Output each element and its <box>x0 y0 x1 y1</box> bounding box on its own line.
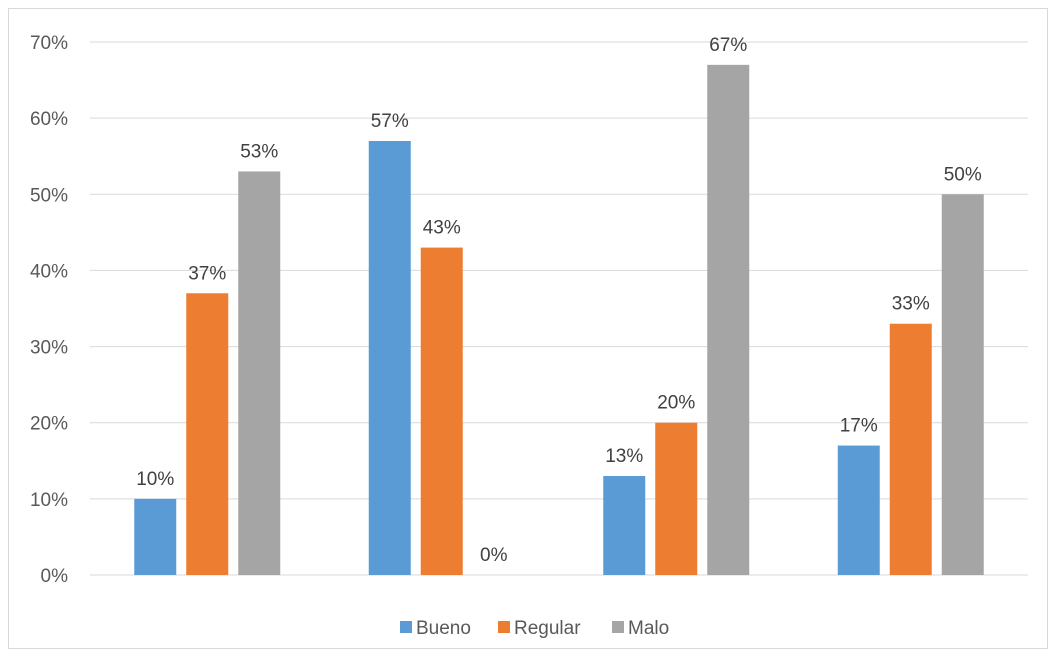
bar-bueno-1 <box>134 498 177 575</box>
y-tick-label: 70% <box>30 33 68 54</box>
bar-regular-1 <box>186 293 229 575</box>
bar-malo-3 <box>707 64 750 575</box>
data-label-regular-3: 20% <box>657 393 695 414</box>
data-label-malo-2: 0% <box>480 545 508 566</box>
legend-label-regular: Regular <box>514 618 581 639</box>
data-label-regular-1: 37% <box>188 263 226 284</box>
legend-swatch-regular <box>498 621 510 633</box>
gridlines <box>90 41 1028 576</box>
data-label-malo-3: 67% <box>709 35 747 56</box>
y-axis-tick-labels: 0% 10% 20% 30% 40% 50% 60% 70% <box>30 33 68 587</box>
y-tick-label: 60% <box>30 109 68 130</box>
y-tick-label: 0% <box>41 566 69 587</box>
y-tick-label: 20% <box>30 414 68 435</box>
legend-label-bueno: Bueno <box>416 618 471 639</box>
bar-bueno-3 <box>603 476 646 575</box>
data-label-regular-2: 43% <box>423 218 461 239</box>
data-label-bueno-4: 17% <box>840 416 878 437</box>
data-label-bueno-3: 13% <box>605 446 643 467</box>
bar-regular-3 <box>655 422 698 575</box>
y-tick-label: 40% <box>30 261 68 282</box>
data-label-malo-1: 53% <box>240 141 278 162</box>
legend: Bueno Regular Malo <box>400 618 669 639</box>
y-tick-label: 50% <box>30 185 68 206</box>
bar-malo-4 <box>941 194 984 576</box>
data-label-malo-4: 50% <box>944 164 982 185</box>
legend-swatch-malo <box>612 621 624 633</box>
bar-regular-2 <box>420 247 463 576</box>
legend-swatch-bueno <box>400 621 412 633</box>
bar-regular-4 <box>889 323 932 575</box>
y-tick-label: 30% <box>30 338 68 359</box>
legend-label-malo: Malo <box>628 618 669 639</box>
bar-malo-1 <box>238 171 281 575</box>
data-label-regular-4: 33% <box>892 294 930 315</box>
bar-bueno-4 <box>837 445 880 575</box>
bar-bueno-2 <box>368 140 411 575</box>
data-label-bueno-2: 57% <box>371 111 409 132</box>
y-tick-label: 10% <box>30 490 68 511</box>
data-label-bueno-1: 10% <box>136 469 174 490</box>
data-labels: 10% 37% 53% 57% 43% 0% 13% 20% 67% 17% 33% 50% <box>136 35 982 566</box>
bars <box>134 64 984 576</box>
